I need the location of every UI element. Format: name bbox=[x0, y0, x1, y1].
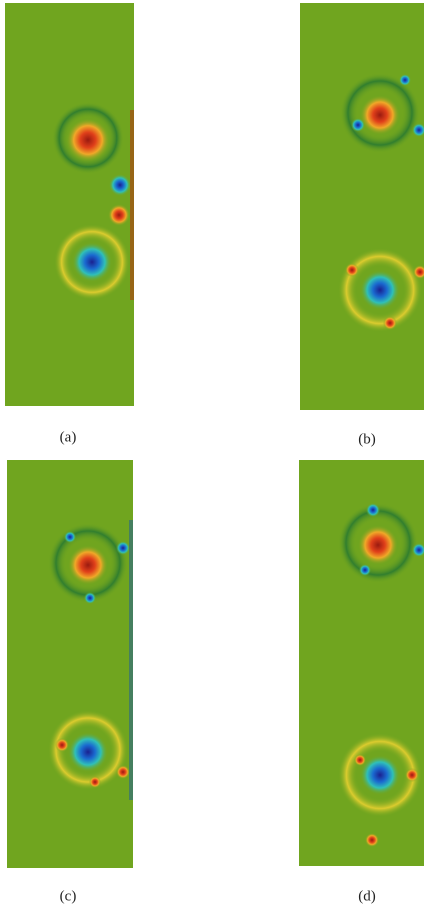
panel-a bbox=[5, 3, 134, 406]
vortex-red bbox=[358, 525, 398, 565]
vortex-red bbox=[365, 833, 379, 847]
vortex-blue bbox=[64, 531, 76, 543]
vortex-red bbox=[89, 776, 101, 788]
vortex-blue bbox=[399, 74, 411, 86]
wall-layer bbox=[129, 520, 133, 800]
vortex-red bbox=[354, 754, 366, 766]
wall-layer bbox=[130, 110, 134, 300]
vortex-blue bbox=[351, 118, 365, 132]
vortex-blue bbox=[116, 541, 130, 555]
vortex-red bbox=[345, 263, 359, 277]
field bbox=[300, 3, 424, 410]
vortex-blue bbox=[68, 732, 108, 772]
vortex-red bbox=[405, 768, 419, 782]
vortex-blue bbox=[360, 755, 400, 795]
vortex-blue bbox=[412, 123, 424, 137]
vortex-blue bbox=[72, 242, 112, 282]
vortex-red bbox=[68, 545, 108, 585]
vortex-blue bbox=[84, 592, 96, 604]
vortex-red bbox=[383, 316, 397, 330]
panel-label: (a) bbox=[60, 429, 77, 445]
panel-d bbox=[299, 460, 424, 866]
vortex-red bbox=[108, 204, 130, 226]
vortex-red bbox=[55, 738, 69, 752]
panel-label: (d) bbox=[358, 888, 376, 904]
vortex-blue bbox=[366, 503, 380, 517]
vortex-blue bbox=[359, 564, 371, 576]
panel-label: (b) bbox=[358, 431, 376, 447]
vortex-blue bbox=[109, 174, 131, 196]
vortex-red bbox=[116, 765, 130, 779]
vortex-red bbox=[66, 118, 110, 162]
field bbox=[7, 460, 133, 868]
panel-b bbox=[300, 3, 424, 410]
vortex-red bbox=[360, 95, 400, 135]
vortex-blue bbox=[360, 270, 400, 310]
panel-c bbox=[7, 460, 133, 868]
vortex-blue bbox=[412, 543, 424, 557]
field bbox=[5, 3, 134, 406]
panel-label: (c) bbox=[60, 888, 77, 904]
vortex-red bbox=[413, 265, 424, 279]
